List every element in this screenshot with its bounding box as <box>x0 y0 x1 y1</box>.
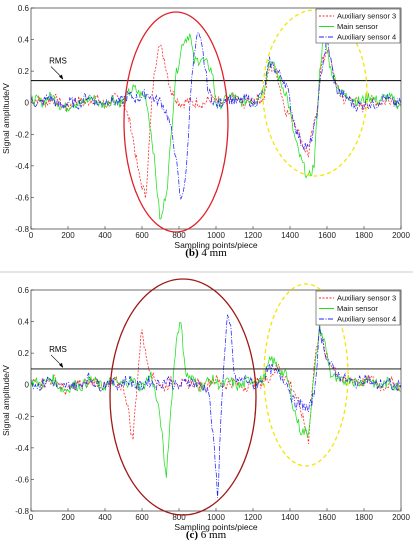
rms-label: RMS <box>49 345 67 354</box>
y-tick-label: 0.6 <box>18 286 30 295</box>
x-axis-label: Sampling points/piece <box>174 240 257 250</box>
highlight-ellipse-secondary <box>263 283 349 467</box>
x-tick-label: 400 <box>98 231 112 240</box>
series-line-3 <box>31 31 401 200</box>
rms-label: RMS <box>49 57 67 66</box>
rms-arrowhead <box>59 362 63 368</box>
x-tick-label: 600 <box>135 231 149 240</box>
x-tick-label: 1000 <box>207 231 225 240</box>
y-tick-label: -0.8 <box>15 507 29 516</box>
y-tick-label: 0.2 <box>18 349 30 358</box>
x-tick-label: 2000 <box>392 513 410 522</box>
y-axis-label: Signal amplitude/V <box>1 83 11 154</box>
x-tick-label: 1200 <box>244 231 262 240</box>
series-group <box>31 31 401 220</box>
y-tick-label: 0 <box>25 99 30 108</box>
panel-caption: (b) 4 mm <box>185 247 227 259</box>
panel-caption: (c) 6 mm <box>186 529 227 541</box>
series-group <box>31 314 401 498</box>
legend-label: Auxiliary sensor 3 <box>337 294 396 303</box>
legend-label: Main sensor <box>337 304 378 313</box>
y-tick-label: -0.2 <box>15 130 29 139</box>
x-tick-label: 1800 <box>355 513 373 522</box>
highlight-ellipse-main <box>123 11 229 233</box>
x-tick-label: 2000 <box>392 231 410 240</box>
highlight-ellipse-secondary <box>262 9 368 177</box>
y-tick-label: -0.6 <box>15 193 29 202</box>
x-tick-label: 200 <box>61 231 75 240</box>
x-tick-label: 800 <box>172 513 186 522</box>
y-tick-label: 0.4 <box>18 318 30 327</box>
caption-text: 6 mm <box>198 529 227 541</box>
y-axis-label: Signal amplitude/V <box>1 365 11 436</box>
x-tick-label: 1400 <box>281 231 299 240</box>
chart-panel-2: 0 200 400 600 800 1000 1200 1400 1600 1800 2000 0.6… <box>1 278 410 541</box>
x-tick-label: 1600 <box>318 231 336 240</box>
rms-arrowhead <box>59 74 63 80</box>
y-tick-label: -0.4 <box>15 444 29 453</box>
legend-label: Auxiliary sensor 4 <box>337 315 396 324</box>
y-tick-label: 0.6 <box>18 4 30 13</box>
caption-letter: (c) <box>186 529 199 541</box>
y-tick-label: -0.2 <box>15 412 29 421</box>
series-line-3 <box>31 314 401 498</box>
caption-text: 4 mm <box>199 247 228 259</box>
series-line-2 <box>31 322 401 478</box>
series-line-1 <box>31 328 401 444</box>
x-tick-label: 1400 <box>281 513 299 522</box>
x-tick-label: 1000 <box>207 513 225 522</box>
y-tick-label: -0.6 <box>15 475 29 484</box>
chart-panel-1: 0 200 400 600 800 1000 1200 1400 1600 1800 2000 0.6… <box>1 4 410 259</box>
y-tick-label: -0.8 <box>15 225 29 234</box>
highlight-ellipse-main <box>109 278 257 516</box>
legend-label: Auxiliary sensor 4 <box>337 33 396 42</box>
x-tick-label: 1200 <box>244 513 262 522</box>
legend-label: Auxiliary sensor 3 <box>337 12 396 21</box>
x-tick-label: 0 <box>29 231 34 240</box>
x-tick-label: 600 <box>135 513 149 522</box>
y-tick-label: 0 <box>25 381 30 390</box>
caption-letter: (b) <box>185 247 199 259</box>
y-tick-label: 0.2 <box>18 67 30 76</box>
x-axis-label: Sampling points/piece <box>174 522 257 532</box>
x-tick-label: 200 <box>61 513 75 522</box>
x-tick-label: 1800 <box>355 231 373 240</box>
y-tick-label: 0.4 <box>18 36 30 45</box>
x-tick-label: 800 <box>172 231 186 240</box>
y-tick-label: -0.4 <box>15 162 29 171</box>
x-tick-label: 1600 <box>318 513 336 522</box>
x-tick-label: 400 <box>98 513 112 522</box>
legend-label: Main sensor <box>337 22 378 31</box>
x-tick-label: 0 <box>29 513 34 522</box>
